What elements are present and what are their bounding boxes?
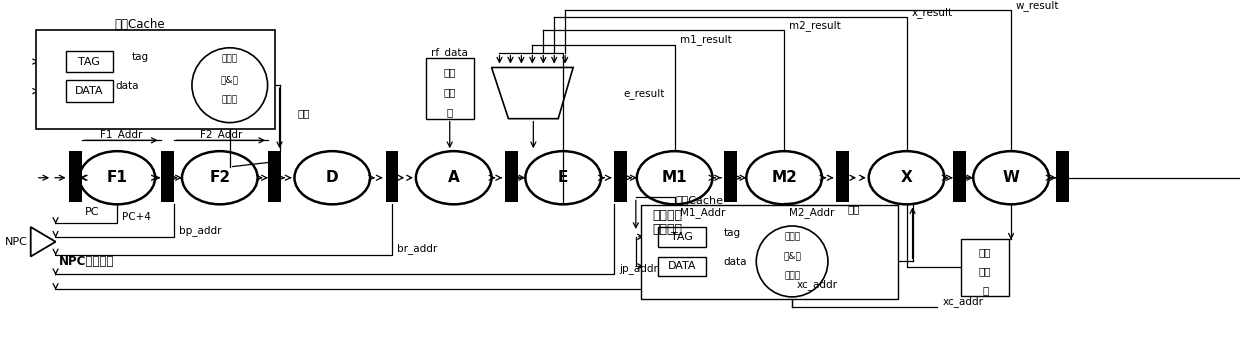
- Text: 据选择: 据选择: [784, 271, 800, 280]
- Text: PC: PC: [84, 207, 99, 217]
- Text: F1_Addr: F1_Addr: [100, 129, 143, 140]
- Text: DATA: DATA: [76, 86, 104, 96]
- Text: W: W: [1003, 170, 1019, 185]
- Bar: [66, 51, 113, 72]
- Bar: [69, 151, 82, 202]
- Text: bp_addr: bp_addr: [179, 226, 221, 237]
- Text: data: data: [723, 257, 746, 268]
- Text: m2_result: m2_result: [789, 20, 841, 31]
- Text: e_result: e_result: [622, 88, 665, 98]
- Text: D: D: [326, 170, 339, 185]
- Text: tag: tag: [723, 228, 740, 238]
- Text: 数据Cache: 数据Cache: [676, 196, 724, 205]
- Bar: [724, 151, 737, 202]
- Text: 器文: 器文: [978, 266, 992, 276]
- Text: F2_Addr: F2_Addr: [200, 129, 242, 140]
- Text: NPC生成逻辑: NPC生成逻辑: [58, 255, 114, 268]
- Text: 源操作数: 源操作数: [652, 209, 683, 222]
- Text: br_addr: br_addr: [397, 243, 438, 254]
- Text: 令选择: 令选择: [222, 96, 238, 105]
- Bar: [386, 151, 398, 202]
- Bar: [66, 80, 113, 102]
- Bar: [36, 30, 274, 128]
- Text: 命中判: 命中判: [784, 232, 800, 241]
- Bar: [161, 151, 174, 202]
- Text: 断&指: 断&指: [221, 75, 239, 84]
- Text: 命中判: 命中判: [222, 54, 238, 64]
- Text: TAG: TAG: [78, 56, 100, 67]
- Text: 数据: 数据: [848, 204, 861, 214]
- Text: x_result: x_result: [911, 7, 952, 18]
- Bar: [1056, 151, 1069, 202]
- Text: PC+4: PC+4: [123, 212, 151, 222]
- Text: DATA: DATA: [667, 261, 696, 271]
- Text: w_result: w_result: [1016, 0, 1059, 11]
- Text: jp_addr: jp_addr: [620, 263, 658, 274]
- Text: NPC: NPC: [5, 237, 27, 247]
- Text: 断&数: 断&数: [784, 252, 801, 261]
- Text: 数据旁路: 数据旁路: [652, 223, 683, 237]
- Text: m1_result: m1_result: [680, 35, 732, 46]
- Bar: [425, 58, 474, 119]
- Text: TAG: TAG: [671, 232, 693, 242]
- Text: 件: 件: [446, 108, 453, 118]
- Text: X: X: [900, 170, 913, 185]
- Bar: [657, 257, 706, 276]
- Text: 寄存: 寄存: [978, 247, 992, 257]
- Text: E: E: [558, 170, 568, 185]
- Bar: [657, 227, 706, 247]
- Text: F1: F1: [107, 170, 128, 185]
- Bar: [268, 151, 281, 202]
- Text: M1_Addr: M1_Addr: [680, 207, 725, 218]
- Text: 指令: 指令: [298, 108, 310, 118]
- Bar: [837, 151, 849, 202]
- Text: data: data: [115, 81, 139, 91]
- Text: tag: tag: [131, 52, 149, 62]
- Bar: [961, 239, 1009, 296]
- Text: xc_addr: xc_addr: [942, 297, 983, 307]
- Text: 指令Cache: 指令Cache: [115, 18, 165, 31]
- Text: F2: F2: [210, 170, 231, 185]
- Text: 器文: 器文: [444, 87, 456, 97]
- Polygon shape: [31, 227, 56, 257]
- Bar: [505, 151, 518, 202]
- Text: A: A: [448, 170, 460, 185]
- Bar: [952, 151, 966, 202]
- Text: M1: M1: [662, 170, 687, 185]
- Bar: [641, 205, 898, 299]
- Text: xc_addr: xc_addr: [797, 279, 838, 289]
- Text: M2: M2: [771, 170, 797, 185]
- Text: 寄存: 寄存: [444, 67, 456, 77]
- Text: 件: 件: [982, 285, 988, 295]
- Bar: [615, 151, 627, 202]
- Text: rf_data: rf_data: [432, 47, 469, 58]
- Text: M2_Addr: M2_Addr: [789, 207, 835, 218]
